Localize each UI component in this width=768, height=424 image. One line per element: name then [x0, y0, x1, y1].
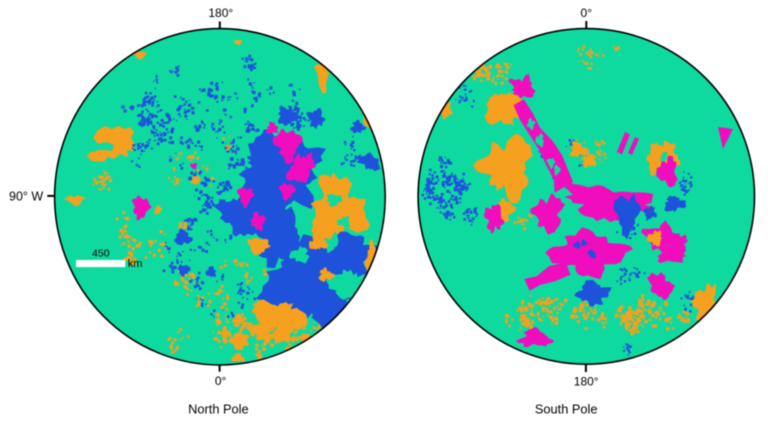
svg-text:South Pole: South Pole — [535, 402, 598, 417]
svg-text:450: 450 — [92, 248, 110, 260]
svg-text:km: km — [128, 258, 143, 270]
svg-text:0°: 0° — [581, 6, 593, 20]
svg-text:180°: 180° — [208, 6, 233, 20]
svg-text:90° W: 90° W — [9, 190, 43, 204]
svg-text:0°: 0° — [215, 374, 227, 388]
svg-text:North Pole: North Pole — [188, 402, 248, 417]
svg-text:180°: 180° — [574, 374, 599, 388]
